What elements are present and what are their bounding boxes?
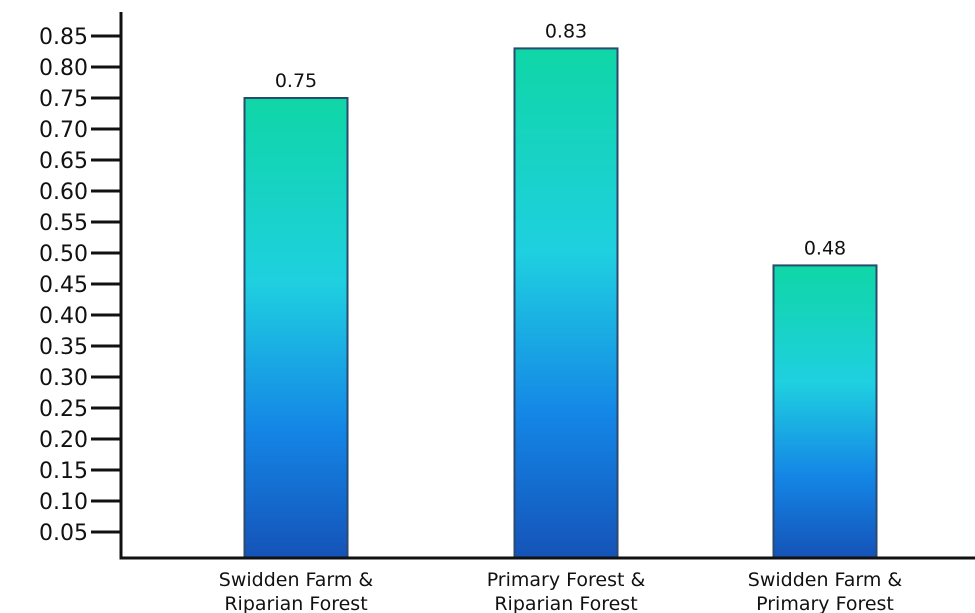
y-tick-label: 0.70 — [39, 118, 88, 143]
y-tick-label: 0.85 — [39, 25, 88, 50]
y-tick-label: 0.35 — [39, 335, 88, 360]
x-category-label: Riparian Forest — [224, 593, 367, 613]
y-tick-label: 0.75 — [39, 87, 88, 112]
y-tick-label: 0.10 — [39, 490, 88, 515]
y-tick-label: 0.80 — [39, 56, 88, 81]
bars — [243, 47, 878, 560]
data-label: 0.83 — [545, 20, 587, 42]
y-axis-ticks: 0.05 0.10 0.15 0.20 0.25 0.30 0.35 0.40 0.45 0.50… — [39, 25, 121, 546]
y-tick-label: 0.25 — [39, 397, 88, 422]
y-tick-label: 0.05 — [39, 521, 88, 546]
y-tick-label: 0.55 — [39, 211, 88, 236]
x-category-label: Primary Forest — [756, 593, 894, 613]
data-label: 0.48 — [804, 237, 846, 259]
y-tick-label: 0.40 — [39, 304, 88, 329]
x-category-label: Primary Forest & — [487, 569, 646, 591]
y-tick-label: 0.20 — [39, 428, 88, 453]
bar-2 — [513, 47, 619, 560]
x-category-label: Swidden Farm & — [748, 569, 903, 591]
data-label: 0.75 — [275, 70, 317, 92]
x-category-label: Riparian Forest — [494, 593, 637, 613]
y-tick-label: 0.15 — [39, 459, 88, 484]
y-tick-label: 0.50 — [39, 242, 88, 267]
bar-1 — [243, 97, 349, 559]
axes — [119, 12, 975, 560]
y-tick-label: 0.45 — [39, 273, 88, 298]
x-category-label: Swidden Farm & — [219, 569, 374, 591]
bar-3 — [772, 264, 878, 559]
y-tick-label: 0.60 — [39, 180, 88, 205]
y-tick-label: 0.30 — [39, 366, 88, 391]
y-tick-label: 0.65 — [39, 149, 88, 174]
data-labels: 0.75 0.83 0.48 — [275, 20, 846, 259]
